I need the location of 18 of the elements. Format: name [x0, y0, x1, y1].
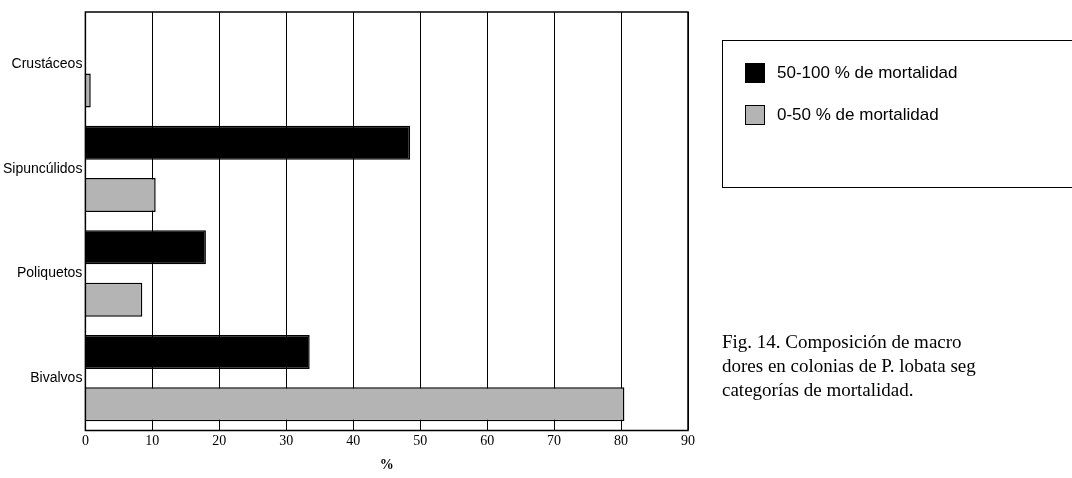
- x-tick-label: 90: [681, 433, 695, 449]
- x-tick-label: 50: [413, 433, 428, 449]
- caption: Fig. 14. Composición de macro dores en colonias de P. lobata seg categorías de mortalidad.: [722, 330, 977, 402]
- y-tick-label: Crustáceos: [11, 55, 83, 72]
- y-tick-label: Sipuncúlidos: [3, 159, 83, 176]
- y-tick-label: Bivalvos: [30, 368, 83, 385]
- x-tick-label: 60: [480, 433, 495, 449]
- x-tick-label: 70: [547, 433, 562, 449]
- x-axis-title: %: [379, 457, 394, 473]
- x-tick-label: 20: [212, 433, 227, 449]
- x-tick-label: 10: [145, 433, 160, 449]
- legend-label: 0-50 % de mortalidad: [777, 105, 939, 125]
- x-tick-label: 0: [81, 433, 89, 449]
- x-tick-label: 30: [279, 433, 294, 449]
- legend-label: 50-100 % de mortalidad: [777, 63, 958, 83]
- y-tick-label: Poliquetos: [17, 264, 83, 281]
- x-tick-label: 80: [614, 433, 629, 449]
- x-tick-label: 40: [346, 433, 361, 449]
